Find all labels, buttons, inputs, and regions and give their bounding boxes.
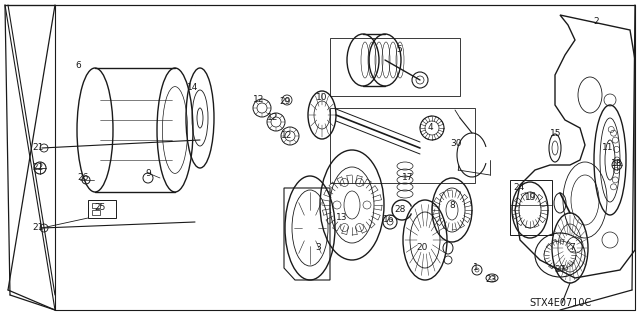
Text: 19: 19 <box>525 194 537 203</box>
Text: 17: 17 <box>403 174 413 182</box>
Text: 16: 16 <box>383 216 395 225</box>
Text: 28: 28 <box>394 205 406 214</box>
Bar <box>330 108 475 183</box>
Text: 27: 27 <box>554 265 566 275</box>
Text: 4: 4 <box>427 123 433 132</box>
Text: 8: 8 <box>449 201 455 210</box>
Text: 5: 5 <box>396 46 402 55</box>
Text: 29: 29 <box>279 98 291 107</box>
Text: 21: 21 <box>32 144 44 152</box>
Bar <box>88 200 116 218</box>
Text: 21: 21 <box>32 224 44 233</box>
Text: 12: 12 <box>268 114 278 122</box>
Text: STX4E0710C: STX4E0710C <box>529 298 591 308</box>
Text: 12: 12 <box>282 131 292 140</box>
Text: 22: 22 <box>33 164 44 173</box>
Text: 24: 24 <box>513 183 525 192</box>
Text: 30: 30 <box>451 138 461 147</box>
Text: 3: 3 <box>315 243 321 253</box>
Text: 11: 11 <box>602 144 614 152</box>
Bar <box>330 38 460 96</box>
Text: 20: 20 <box>416 243 428 253</box>
Bar <box>510 180 552 235</box>
Text: 14: 14 <box>188 84 198 93</box>
Bar <box>92 203 100 208</box>
Bar <box>92 210 100 215</box>
Text: 12: 12 <box>253 95 265 105</box>
Text: 26: 26 <box>77 174 89 182</box>
Text: 7: 7 <box>569 243 575 253</box>
Text: 9: 9 <box>145 169 151 179</box>
Text: 10: 10 <box>316 93 328 102</box>
Text: 2: 2 <box>593 18 599 26</box>
Text: 15: 15 <box>550 129 562 137</box>
Text: 13: 13 <box>336 213 348 222</box>
Text: 25: 25 <box>94 204 106 212</box>
Text: 23: 23 <box>485 276 497 285</box>
Text: 18: 18 <box>611 159 623 167</box>
Text: 6: 6 <box>75 61 81 70</box>
Text: 1: 1 <box>473 263 479 272</box>
